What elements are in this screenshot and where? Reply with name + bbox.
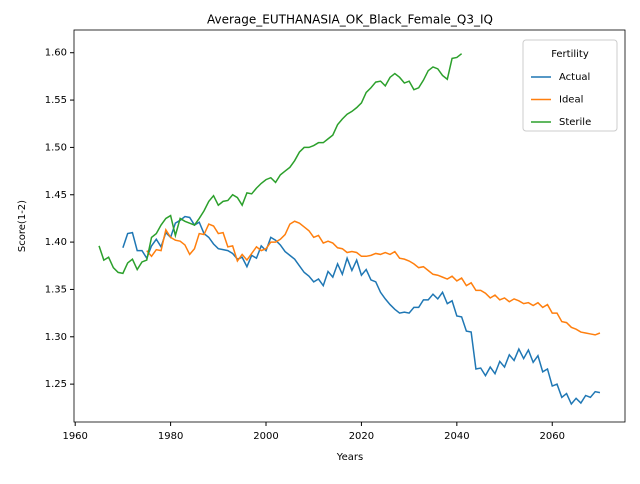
y-tick-label: 1.25 [45, 379, 67, 390]
y-tick-label: 1.50 [45, 142, 67, 153]
legend-label: Sterile [559, 117, 591, 128]
y-axis-label: Score(1-2) [17, 200, 28, 252]
y-tick-label: 1.40 [45, 237, 67, 248]
x-tick-label: 2020 [349, 431, 374, 442]
x-tick-label: 2040 [444, 431, 469, 442]
x-tick-label: 2000 [253, 431, 278, 442]
chart-title: Average_EUTHANASIA_OK_Black_Female_Q3_IQ [207, 13, 493, 27]
x-tick-label: 1960 [62, 431, 87, 442]
legend-box [522, 39, 618, 132]
line-series [122, 215, 601, 406]
x-axis-label: Years [336, 452, 363, 463]
legend-label: Actual [559, 72, 590, 83]
y-tick-label: 1.55 [45, 95, 67, 106]
y-tick-label: 1.35 [45, 284, 67, 295]
line-series [146, 220, 601, 336]
x-tick-label: 2060 [540, 431, 565, 442]
plot-frame [73, 29, 626, 423]
y-tick-label: 1.30 [45, 332, 67, 343]
legend-label: Ideal [559, 95, 583, 106]
line-series [98, 53, 463, 275]
y-tick-label: 1.45 [45, 190, 67, 201]
y-tick-label: 1.60 [45, 48, 67, 59]
x-tick-label: 1980 [158, 431, 183, 442]
legend-title: Fertility [551, 49, 589, 60]
